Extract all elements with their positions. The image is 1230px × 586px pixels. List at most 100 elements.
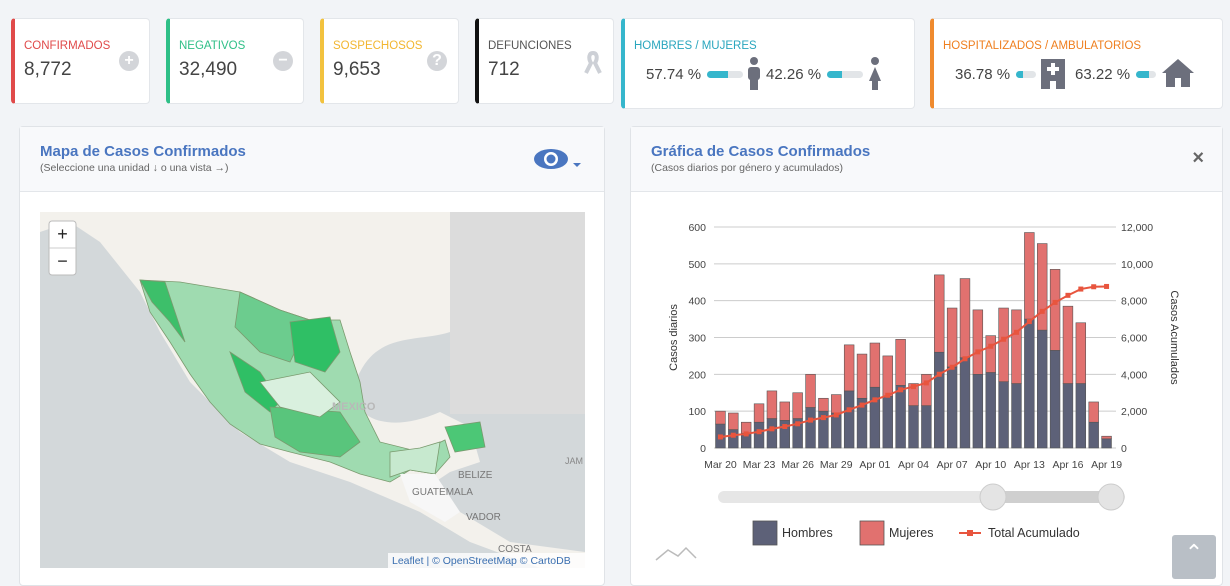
bar (1049, 269, 1061, 351)
bar (882, 396, 893, 449)
point (1013, 329, 1019, 335)
point (846, 407, 852, 413)
bar (946, 366, 958, 449)
legend-marker (967, 530, 973, 536)
bar (1101, 438, 1112, 449)
x-tick-label: Apr 07 (937, 459, 968, 471)
bar (753, 421, 765, 449)
bar (766, 418, 778, 449)
man-icon (748, 57, 760, 90)
card: HOMBRES / MUJERES 57.74 % 42.26 % (621, 18, 915, 109)
bar (715, 410, 726, 425)
y-tick-label: 600 (688, 222, 706, 234)
bar (908, 405, 919, 449)
scroll-top[interactable]: ⌃ (1172, 535, 1216, 579)
point (898, 387, 904, 393)
point (885, 392, 891, 398)
point (782, 424, 788, 430)
point (769, 426, 775, 432)
card: DEFUNCIONES 712 (475, 18, 614, 104)
point (1026, 319, 1032, 325)
bar (985, 335, 996, 373)
card-label: SOSPECHOSOS (333, 40, 423, 52)
view-toggle[interactable] (533, 145, 583, 175)
bar (1024, 318, 1035, 449)
hosp-pct: 36.78 % (955, 66, 1011, 83)
attribution[interactable]: Leaflet | © OpenStreetMap © CartoDB (392, 555, 571, 567)
men-pct: 57.74 % (646, 66, 702, 83)
point (936, 371, 942, 377)
point (962, 356, 968, 362)
card: HOSPITALIZADOS / AMBULATORIOS 36.78 % 63… (930, 18, 1223, 109)
icon: − (273, 51, 293, 71)
bar (1062, 383, 1074, 449)
y2-tick-label: 4,000 (1121, 369, 1147, 381)
chart: 0 100 200 300 400 500 600 0 2,000 4,000 6,000 8,000… (655, 222, 1180, 561)
bar (1037, 329, 1048, 449)
panel-header: Mapa de Casos Confirmados (Seleccione un… (20, 127, 604, 192)
point (975, 349, 981, 355)
bar (1011, 383, 1022, 449)
bar (908, 383, 919, 406)
bar (1088, 421, 1099, 449)
y-tick-label: 200 (688, 369, 706, 381)
y-tick-label: 0 (700, 443, 706, 455)
close-button[interactable]: × (1192, 147, 1204, 169)
place-label: JAM (565, 456, 583, 466)
x-tick-label: Apr 10 (975, 459, 1006, 471)
map-panel: Mapa de Casos Confirmados (Seleccione un… (19, 126, 605, 586)
bar (753, 403, 765, 423)
panel-title: Gráfica de Casos Confirmados (651, 143, 871, 160)
bar (831, 412, 842, 449)
y-tick-label: 500 (688, 259, 706, 271)
y2-tick-label: 12,000 (1121, 222, 1153, 234)
x-tick-label: Apr 04 (898, 459, 929, 471)
hospital-icon (1041, 59, 1065, 89)
bar (1011, 309, 1022, 384)
legend-swatch (752, 520, 778, 546)
bar (972, 374, 984, 449)
bar (831, 394, 842, 414)
point (808, 417, 814, 423)
legend-label: Hombres (782, 526, 833, 540)
bar (1062, 305, 1074, 384)
bar (869, 386, 881, 449)
bar (856, 353, 868, 399)
icon: + (119, 51, 139, 71)
x-tick-label: Apr 01 (859, 459, 890, 471)
bar (805, 407, 816, 449)
bar (921, 405, 932, 449)
zoom-out[interactable]: − (57, 251, 68, 271)
progress (1016, 71, 1036, 78)
point (1104, 283, 1110, 289)
card: CONFIRMADOS 8,772 + (11, 18, 150, 104)
card-label: NEGATIVOS (179, 40, 246, 52)
x-tick-label: Mar 20 (704, 459, 737, 471)
y2-tick-label: 10,000 (1121, 259, 1153, 271)
map[interactable]: MEXICO BELIZE GUATEMALA VADOR JAM COSTA … (40, 212, 585, 568)
point (717, 434, 723, 440)
bar (843, 390, 855, 449)
bar (1075, 322, 1087, 384)
y2-axis-label: Casos Acumulados (1168, 290, 1180, 385)
chart-panel: Gráfica de Casos Confirmados (Casos diar… (630, 126, 1223, 586)
zoom-in[interactable]: + (57, 224, 68, 244)
card-value: 32,490 (179, 59, 238, 80)
point (1091, 284, 1097, 290)
y-tick-label: 300 (688, 333, 706, 345)
bar (959, 357, 971, 449)
y2-tick-label: 6,000 (1121, 333, 1147, 345)
progress (827, 71, 863, 78)
point (795, 421, 801, 427)
bar (1101, 435, 1112, 440)
progress (707, 71, 743, 78)
bar (921, 374, 932, 406)
bar (998, 381, 1009, 449)
bar (728, 429, 739, 449)
point (1065, 292, 1071, 298)
y-tick-label: 100 (688, 406, 706, 418)
panel-subtitle: (Casos diarios por género y acumulados) (651, 162, 844, 174)
home-icon (1162, 59, 1194, 87)
card-label: HOSPITALIZADOS / AMBULATORIOS (943, 40, 1142, 52)
bar (779, 401, 790, 421)
